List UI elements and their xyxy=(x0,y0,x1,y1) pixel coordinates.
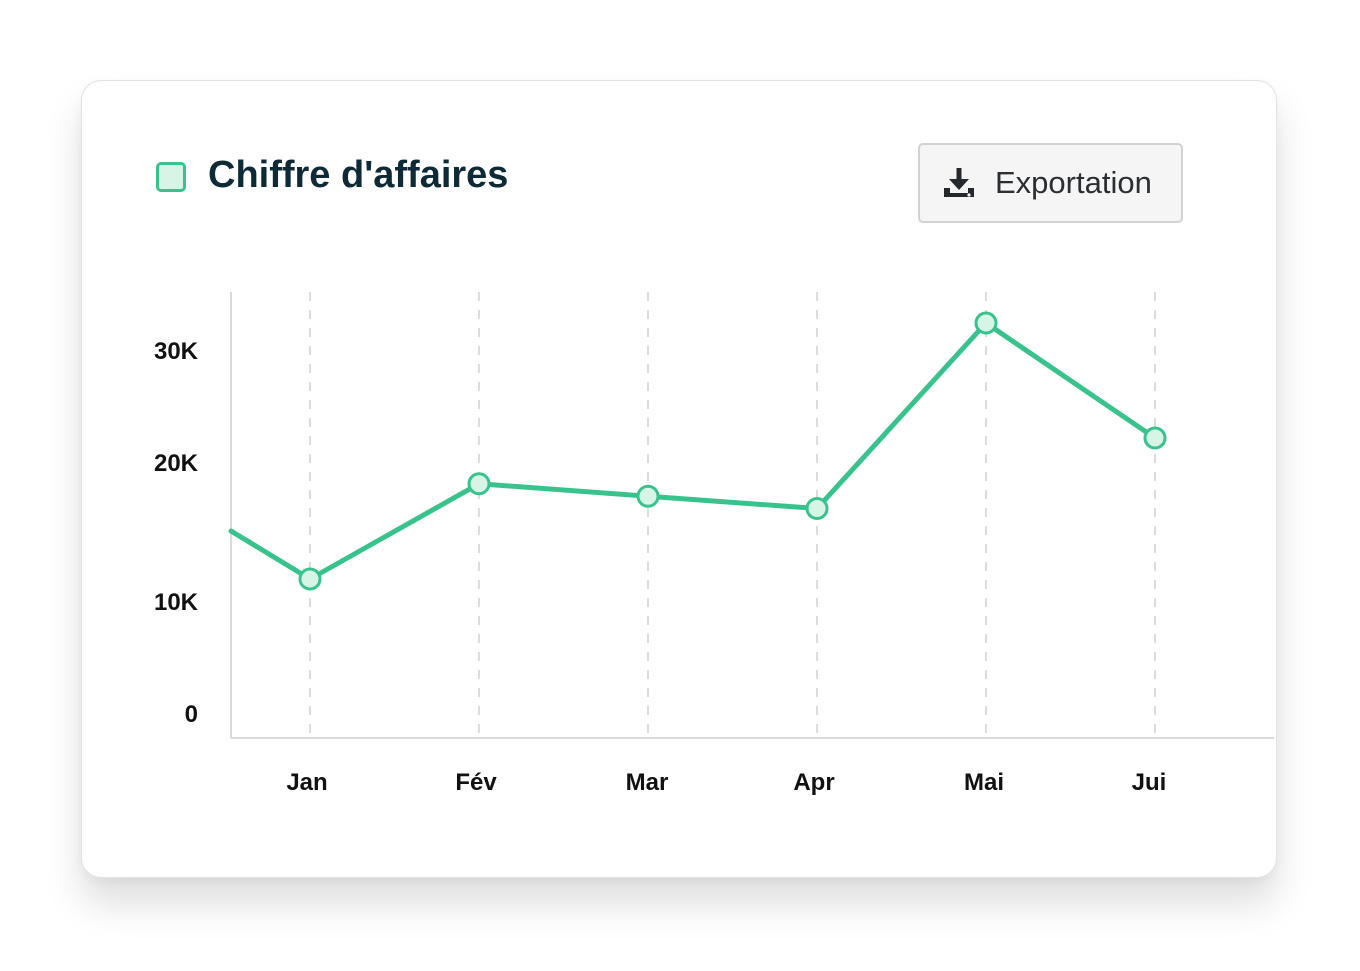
data-point-fév xyxy=(467,472,491,496)
data-point-jui xyxy=(1143,426,1167,450)
x-tick-label: Mar xyxy=(626,769,669,796)
x-tick-label: Mai xyxy=(964,769,1004,796)
export-button[interactable]: Exportation xyxy=(918,143,1183,223)
series-line xyxy=(228,320,1158,582)
y-tick-label: 10K xyxy=(154,589,199,616)
x-tick-label: Jui xyxy=(1132,769,1167,796)
legend-swatch xyxy=(156,162,186,192)
grid-layer xyxy=(309,292,1156,738)
x-tick-label: Apr xyxy=(793,769,834,796)
data-point-mai xyxy=(974,311,998,335)
x-tick-label: Jan xyxy=(286,769,327,796)
x-tick-labels: Jan Fév Mar Apr Mai Jui xyxy=(286,769,1166,796)
chart-title: Chiffre d'affaires xyxy=(208,154,509,196)
data-point-apr xyxy=(805,497,829,520)
axis-layer xyxy=(230,292,1274,739)
y-tick-labels: 0 10K 20K 30K xyxy=(154,338,199,728)
points-layer xyxy=(298,311,1167,591)
series-layer xyxy=(228,320,1158,582)
y-tick-label: 0 xyxy=(185,701,198,728)
data-point-mar xyxy=(636,484,660,508)
y-tick-label: 30K xyxy=(154,338,199,365)
x-tick-label: Fév xyxy=(455,769,497,796)
download-icon xyxy=(944,168,974,197)
y-tick-label: 20K xyxy=(154,450,199,477)
data-point-jan xyxy=(298,567,322,591)
export-button-label: Exportation xyxy=(995,165,1152,200)
